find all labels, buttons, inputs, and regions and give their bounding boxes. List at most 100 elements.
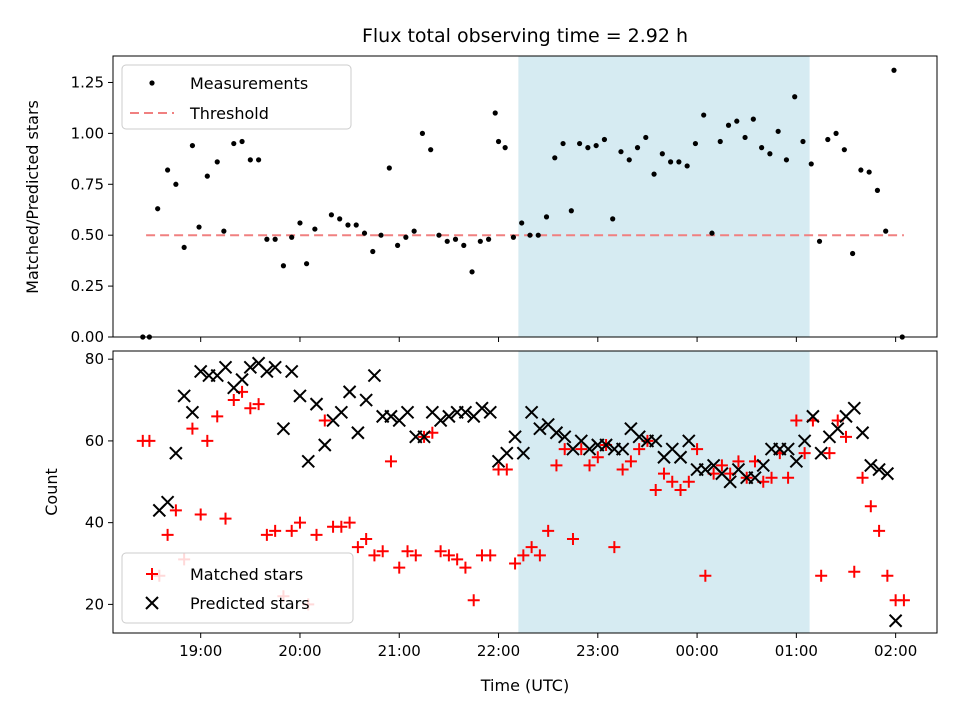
x-tick-label: 00:00 [675, 642, 718, 660]
matched-star-point [393, 561, 406, 574]
measurement-point [701, 112, 707, 118]
measurement-point [461, 242, 467, 248]
measurement-point [800, 138, 806, 145]
top-highlight-span [518, 56, 810, 337]
predicted-star-point [458, 405, 473, 420]
y-tick-label: 0.25 [71, 277, 104, 295]
predicted-star-point [193, 364, 208, 379]
matched-star-point [227, 394, 240, 407]
bottom-x-ticks: 19:00 20:00 21:00 22:00 23:00 00:00 01:00 02:00 [179, 633, 917, 660]
measurement-point [759, 145, 765, 151]
x-tick-label: 21:00 [378, 642, 421, 660]
predicted-star-point [524, 405, 539, 420]
measurement-point [684, 163, 690, 169]
measurement-point [370, 248, 376, 255]
bottom-legend-box [121, 552, 354, 624]
matched-star-point [293, 516, 306, 529]
matched-star-point [790, 414, 803, 427]
matched-star-point [368, 549, 381, 562]
legend-predicted-label: Predicted stars [190, 594, 310, 613]
predicted-star-points [152, 356, 903, 628]
predicted-star-point [301, 454, 315, 469]
measurement-point [403, 234, 409, 240]
matched-star-point [558, 443, 571, 456]
bottom-highlight-span [518, 351, 810, 633]
measurement-point [239, 138, 245, 145]
matched-star-point [897, 594, 910, 607]
predicted-star-point [698, 462, 713, 477]
predicted-star-point [160, 495, 175, 509]
matched-star-point [360, 533, 373, 545]
predicted-star-point [384, 409, 398, 424]
y-tick-label: 0.75 [71, 175, 104, 193]
measurement-point [386, 165, 392, 171]
predicted-star-point [880, 466, 895, 481]
matched-star-point [525, 541, 538, 554]
matched-star-point [351, 541, 364, 554]
top-panel: 0.00 0.25 0.50 0.75 1.00 1.25 Matched/Predict… [23, 55, 938, 346]
measurement-point [601, 136, 608, 143]
measurement-point [850, 250, 856, 257]
predicted-star-point [367, 368, 382, 383]
measurement-point [256, 157, 262, 163]
predicted-star-point [558, 430, 572, 444]
measurement-point [841, 147, 847, 153]
measurement-point [247, 157, 253, 163]
measurement-point [419, 130, 426, 136]
matched-star-point [169, 504, 182, 517]
measurement-point [816, 238, 823, 244]
x-tick-label: 20:00 [278, 642, 321, 660]
matched-star-point [376, 545, 389, 558]
measurement-point [328, 212, 335, 218]
measurement-point [866, 169, 872, 175]
measurement-point [297, 220, 303, 226]
predicted-star-point [508, 430, 522, 444]
matched-star-point [186, 422, 199, 435]
predicted-star-point [433, 413, 448, 428]
x-tick-label: 23:00 [576, 642, 619, 660]
matched-star-point [839, 430, 852, 443]
matched-star-point [823, 447, 836, 460]
measurement-point [510, 234, 517, 240]
matched-star-point [219, 512, 232, 525]
y-tick-label: 1.00 [71, 124, 104, 142]
predicted-star-point [781, 442, 795, 456]
matched-star-point [335, 520, 348, 533]
x-tick-label: 02:00 [874, 642, 917, 660]
measurement-point [502, 145, 508, 151]
measurement-point [742, 134, 748, 141]
measurement-point [858, 167, 864, 173]
predicted-star-point [417, 430, 431, 444]
measurement-point [725, 122, 732, 128]
measurement-point [312, 226, 318, 232]
matched-star-point [715, 459, 728, 472]
predicted-star-point [516, 446, 531, 460]
predicted-star-point [342, 385, 357, 399]
matched-star-point [566, 533, 579, 545]
matched-star-point [550, 459, 563, 472]
measurement-point [676, 159, 682, 165]
matched-star-point [815, 569, 828, 582]
predicted-star-point [615, 442, 630, 456]
predicted-star-point [218, 360, 233, 375]
measurement-point [272, 236, 278, 242]
measurement-point [552, 155, 558, 161]
measurement-point [825, 136, 831, 143]
measurement-point [560, 140, 566, 147]
measurement-point [289, 234, 295, 240]
matched-star-point [517, 549, 530, 562]
predicted-star-point [260, 364, 274, 379]
measurement-point [221, 228, 227, 234]
predicted-star-point [872, 462, 886, 477]
predicted-star-point [475, 401, 489, 415]
matched-star-point [310, 528, 323, 541]
x-tick-label: 19:00 [179, 642, 222, 660]
matched-star-point [211, 410, 224, 423]
measurement-points [140, 67, 905, 340]
measurement-point [833, 130, 839, 136]
measurement-point [750, 116, 756, 122]
measurement-point [783, 157, 790, 163]
predicted-star-point [888, 614, 903, 628]
predicted-star-point [442, 409, 456, 424]
